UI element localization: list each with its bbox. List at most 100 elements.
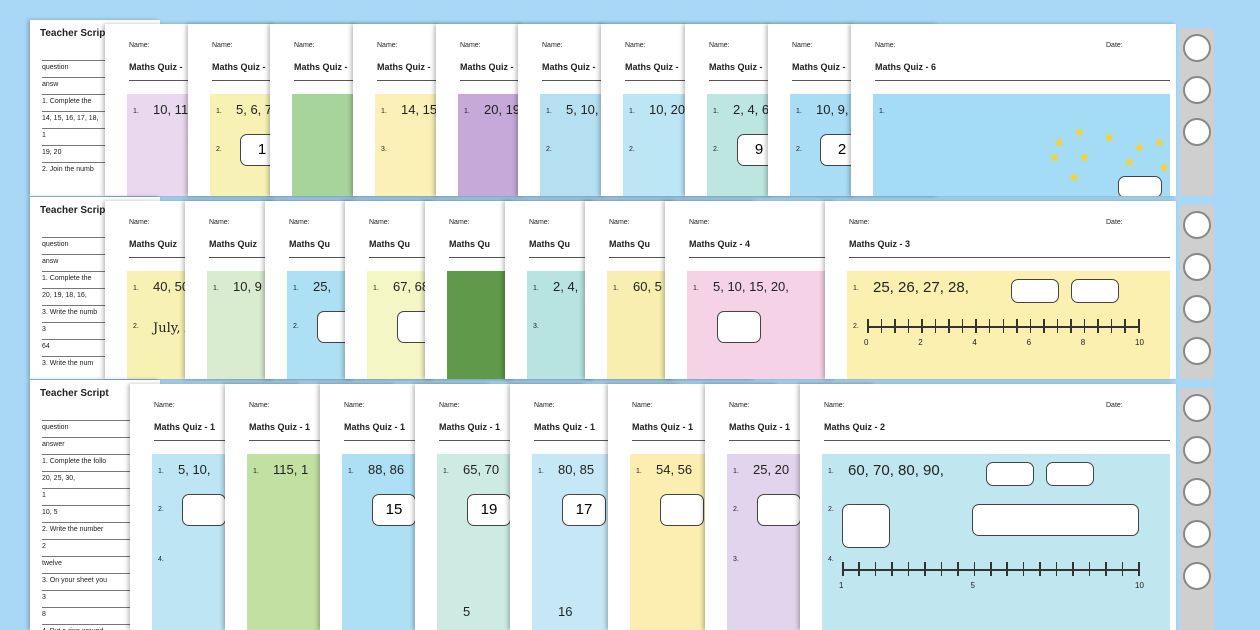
number-line-tick (1055, 562, 1058, 576)
axis-label: 10 (1135, 338, 1144, 347)
question-panel: 1. 60, 70, 80, 90, 2. 4. 1 5 10 (822, 454, 1170, 630)
number-line-tick (880, 319, 883, 333)
number-line-tick (1070, 319, 1072, 333)
answer-box (1045, 462, 1094, 486)
star: ★ (1153, 134, 1166, 150)
question-number: 2. (629, 146, 635, 153)
star: ★ (1103, 129, 1116, 145)
question-number: 1. (464, 108, 470, 115)
sequence-text: 5, 10, 15, 20, (713, 279, 789, 294)
title-rule (439, 440, 579, 441)
number-line-tick (1016, 319, 1018, 333)
strip-circle (1183, 520, 1211, 548)
question-number: 2. (853, 323, 859, 330)
answer-box (842, 504, 890, 548)
teacher-line: 1 (42, 488, 152, 499)
axis-label: 5 (970, 581, 975, 590)
answer-box: 15 (372, 494, 416, 526)
sequence-text: 40, 50 (153, 279, 190, 294)
quiz-title: Maths Quiz - (709, 62, 763, 72)
answer-box (1070, 279, 1119, 303)
teacher-line: answer (42, 437, 152, 448)
number-line-tick (924, 562, 926, 576)
strip-circle (1183, 295, 1211, 323)
number-line-tick (1002, 319, 1004, 333)
number-line-tick (921, 319, 923, 333)
quiz-title: Maths Quiz - 4 (689, 239, 751, 249)
teacher-line: 2. Write the number (42, 522, 152, 533)
teacher-title: Teacher Script (40, 28, 109, 39)
strip-circle (1183, 211, 1211, 239)
sequence-text: 5, 10, (178, 462, 211, 477)
axis-label: 8 (1080, 338, 1086, 347)
question-number: 1. (546, 108, 552, 115)
question-number: 1. (879, 108, 885, 115)
quiz-title: Maths Quiz - 1 (344, 422, 406, 432)
number-line-tick (961, 319, 964, 333)
quiz-title: Maths Quiz - (792, 62, 846, 72)
teacher-line: 3. Write the numb (42, 305, 152, 316)
title-rule (344, 440, 484, 441)
name-label: Name: (824, 402, 845, 409)
number-line-tick (934, 319, 937, 333)
question-number: 1. (373, 285, 379, 292)
sequence-text: 2, 4, (553, 279, 579, 294)
name-label: Name: (729, 402, 750, 409)
axis-label: 1 (839, 581, 844, 590)
quiz-title: Maths Quiz (129, 239, 178, 249)
quiz-page: Name: Date: Maths Quiz - 2 1. 60, 70, 80, 90… (800, 384, 1176, 630)
side-strip (1180, 205, 1214, 379)
question-number: 1. (853, 285, 859, 292)
quiz-title: Maths Quiz - 6 (875, 62, 937, 72)
quiz-title: Maths Quiz - 1 (249, 422, 311, 432)
name-label: Name: (875, 42, 896, 49)
sequence-text: 60, 5 (633, 279, 662, 294)
number-line-tick (1006, 562, 1008, 576)
title-rule (632, 440, 772, 441)
sequence-text: 65, 70 (463, 462, 500, 477)
teacher-line: 20, 25, 30, (42, 471, 152, 482)
teacher-line: question (42, 237, 152, 248)
name-label: Name: (209, 219, 230, 226)
teacher-line: 19, 20 (42, 145, 152, 156)
question-number: 1. (629, 108, 635, 115)
quiz-title: Maths Quiz - 1 (729, 422, 791, 432)
strip-circle (1183, 253, 1211, 281)
star: ★ (1078, 149, 1091, 165)
quiz-title: Maths Quiz (209, 239, 258, 249)
date-label: Date: (1106, 42, 1123, 49)
number-line-tick (1072, 562, 1074, 576)
quiz-title: Maths Qu (609, 239, 651, 249)
answer-box (1010, 279, 1059, 303)
strip-circle (1183, 394, 1211, 422)
question-number: 2. (828, 506, 834, 513)
question-number: 1. (538, 468, 544, 475)
question-number: 1. (796, 108, 802, 115)
question-number: 1. (216, 108, 222, 115)
name-label: Name: (369, 219, 390, 226)
answer-box (660, 494, 704, 526)
teacher-line: 2. Join the numb (42, 162, 152, 173)
sequence-text: 25, (313, 279, 332, 294)
number-line-tick (907, 319, 910, 333)
name-label: Name: (849, 219, 870, 226)
question-panel: 1. 25, 26, 27, 28, 2. 0 2 4 6 8 10 (847, 271, 1170, 379)
number-line-tick (988, 319, 991, 333)
number-line-tick (1088, 562, 1091, 576)
question-number: 1. (381, 108, 387, 115)
answer-box (757, 494, 801, 526)
question-number: 2. (158, 506, 164, 513)
name-label: Name: (609, 219, 630, 226)
axis-label: 0 (864, 338, 869, 347)
strip-circle (1183, 478, 1211, 506)
quiz-title: Maths Quiz - (542, 62, 596, 72)
name-label: Name: (129, 219, 150, 226)
date-label: Date: (1106, 402, 1123, 409)
question-number: 2. (293, 323, 299, 330)
question-number: 1. (213, 285, 219, 292)
teacher-line: 3 (42, 322, 152, 333)
sequence-text: 54, 56 (656, 462, 693, 477)
question-number: 1. (733, 468, 739, 475)
question-panel: 1. 5, 10, 15, 20, (687, 271, 829, 379)
